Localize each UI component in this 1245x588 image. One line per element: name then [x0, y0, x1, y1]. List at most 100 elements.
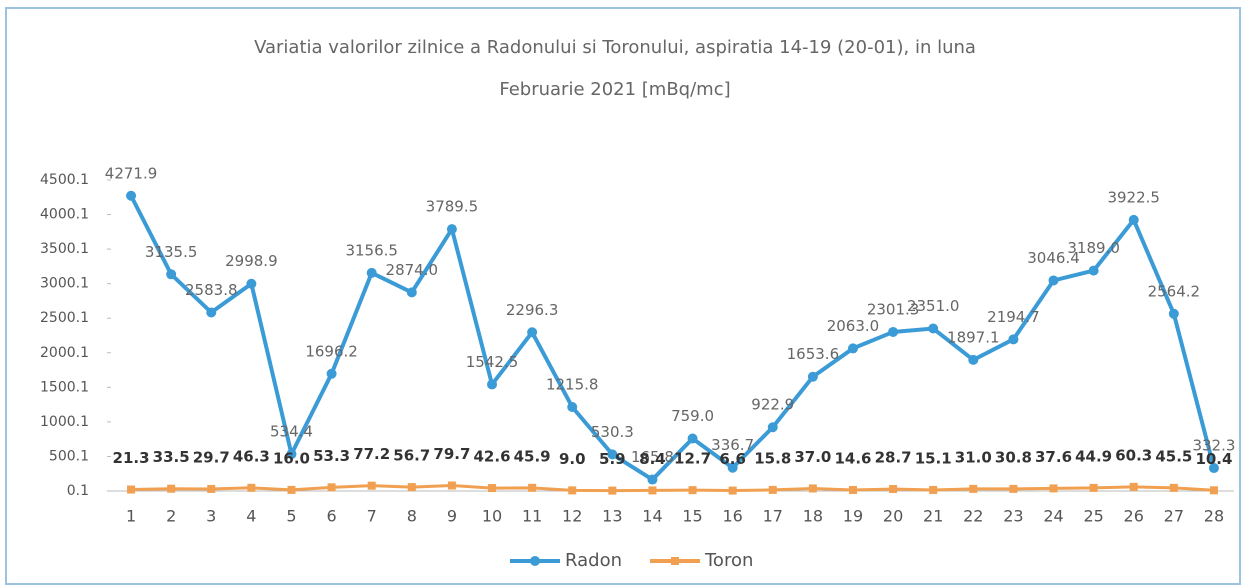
data-label: 46.3	[233, 447, 270, 465]
data-label: 336.7	[711, 436, 754, 454]
chart-title: Februarie 2021 [mBq/mc]	[499, 79, 730, 100]
data-label: 77.2	[353, 445, 390, 463]
x-tick-label: 25	[1083, 507, 1103, 526]
point-marker	[528, 483, 537, 492]
y-tick-label: 3500.1	[40, 241, 89, 257]
x-tick-label: 3	[206, 507, 216, 526]
x-tick-label: 12	[562, 507, 582, 526]
x-tick-label: 6	[326, 507, 336, 526]
data-label: 31.0	[955, 448, 992, 466]
data-label: 56.7	[393, 447, 430, 465]
point-marker	[1008, 334, 1019, 345]
y-tick-label: 500.1	[49, 448, 89, 464]
point-marker	[847, 343, 858, 354]
data-label: 44.9	[1075, 447, 1112, 465]
data-label: 8.4	[639, 450, 666, 468]
x-tick-label: 14	[642, 507, 662, 526]
point-marker	[447, 481, 456, 490]
point-marker	[327, 483, 336, 492]
data-label: 33.5	[153, 448, 190, 466]
data-label: 4271.9	[105, 164, 158, 182]
y-tick-label: 2000.1	[40, 345, 89, 361]
x-tick-label: 28	[1204, 507, 1224, 526]
data-label: 30.8	[995, 448, 1032, 466]
x-tick-label: 26	[1124, 507, 1144, 526]
point-marker	[929, 485, 938, 494]
data-label: 922.9	[751, 396, 794, 414]
point-marker	[1049, 484, 1058, 493]
x-tick-label: 7	[367, 507, 377, 526]
data-label: 5.9	[599, 450, 626, 468]
data-label: 2874.0	[386, 261, 439, 279]
point-marker	[688, 486, 697, 495]
legend-marker	[671, 557, 679, 565]
data-label: 3789.5	[426, 198, 479, 216]
point-marker	[1048, 275, 1059, 286]
data-label: 3046.4	[1027, 249, 1080, 267]
point-marker	[608, 486, 617, 495]
point-marker	[407, 483, 416, 492]
data-label: 2301.3	[867, 300, 920, 318]
point-marker	[1089, 483, 1098, 492]
data-label: 12.7	[674, 450, 711, 468]
data-label: 3156.5	[345, 241, 398, 259]
point-marker	[1209, 486, 1218, 495]
data-label: 2564.2	[1148, 282, 1201, 300]
point-marker	[166, 269, 177, 280]
x-tick-label: 4	[246, 507, 256, 526]
x-tick-label: 10	[482, 507, 502, 526]
y-tick-label: 1500.1	[40, 379, 89, 395]
x-tick-label: 21	[923, 507, 943, 526]
point-marker	[1169, 483, 1178, 492]
point-marker	[727, 462, 738, 473]
point-marker	[648, 486, 657, 495]
data-label: 2194.7	[987, 308, 1040, 326]
x-tick-label: 18	[803, 507, 823, 526]
data-label: 530.3	[591, 423, 634, 441]
point-marker	[607, 449, 618, 460]
point-marker	[287, 485, 296, 494]
x-tick-label: 23	[1003, 507, 1023, 526]
point-marker	[367, 481, 376, 490]
point-marker	[568, 486, 577, 495]
point-marker	[807, 371, 818, 382]
point-marker	[1128, 214, 1139, 225]
point-marker	[687, 433, 698, 444]
point-marker	[768, 485, 777, 494]
data-label: 53.3	[313, 447, 350, 465]
point-marker	[889, 485, 898, 494]
point-marker	[247, 483, 256, 492]
data-label: 28.7	[875, 449, 912, 467]
y-tick-label: 4000.1	[40, 207, 89, 223]
data-label: 14.6	[834, 449, 871, 467]
point-marker	[888, 326, 899, 337]
data-label: 42.6	[474, 448, 511, 466]
point-marker	[1168, 308, 1179, 319]
data-label: 332.3	[1192, 437, 1235, 455]
data-label: 21.3	[113, 449, 150, 467]
point-marker	[326, 368, 337, 379]
x-tick-label: 20	[883, 507, 903, 526]
x-tick-label: 9	[447, 507, 457, 526]
legend-label: Toron	[704, 550, 753, 571]
data-label: 2063.0	[827, 317, 880, 335]
data-label: 10.4	[1195, 450, 1232, 468]
data-label: 45.9	[514, 447, 551, 465]
point-marker	[126, 190, 137, 201]
data-label: 45.5	[1155, 447, 1192, 465]
y-tick-label: 4500.1	[40, 172, 89, 188]
data-label: 165.8	[631, 448, 674, 466]
data-label: 16.0	[273, 449, 310, 467]
data-label: 29.7	[193, 448, 230, 466]
x-tick-label: 2	[166, 507, 176, 526]
point-marker	[848, 485, 857, 494]
data-label: 2296.3	[506, 301, 559, 319]
point-marker	[488, 484, 497, 493]
x-tick-label: 27	[1164, 507, 1184, 526]
data-label: 37.6	[1035, 448, 1072, 466]
point-marker	[246, 278, 257, 289]
legend-label: Radon	[565, 550, 622, 571]
x-tick-label: 8	[407, 507, 417, 526]
data-label: 1215.8	[546, 375, 599, 393]
point-marker	[207, 484, 216, 493]
